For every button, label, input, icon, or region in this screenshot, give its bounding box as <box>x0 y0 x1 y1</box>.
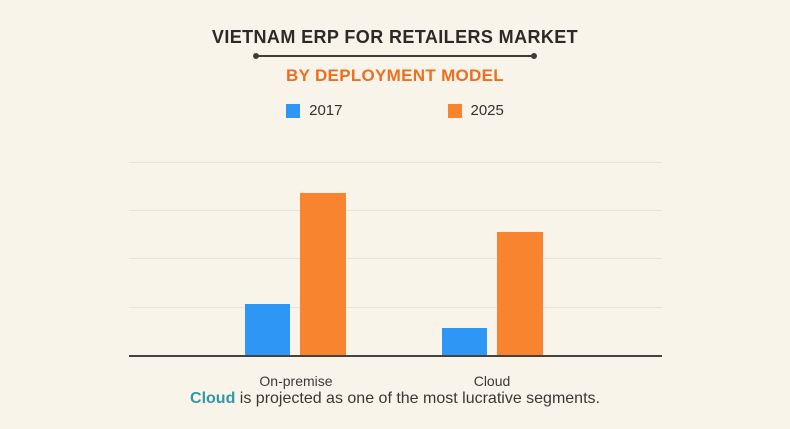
title-divider <box>253 53 537 59</box>
bar-group-cloud <box>442 232 543 355</box>
legend-label-2017: 2017 <box>309 102 343 119</box>
bar-cloud-2025 <box>497 232 543 355</box>
legend-swatch-2017-icon <box>286 103 301 118</box>
gridline <box>129 307 662 308</box>
caption-highlight: Cloud <box>190 390 236 407</box>
legend: 2017 2025 <box>0 102 790 119</box>
bar-on-premise-2025 <box>300 193 346 355</box>
legend-label-2025: 2025 <box>470 102 504 119</box>
legend-item-2017: 2017 <box>286 102 343 119</box>
chart-subtitle: BY DEPLOYMENT MODEL <box>286 66 504 85</box>
legend-item-2025: 2025 <box>447 102 504 119</box>
divider-dot-right <box>531 53 537 59</box>
caption-text: is projected as one of the most lucrativ… <box>235 390 600 407</box>
chart-caption: Cloud is projected as one of the most lu… <box>0 390 790 408</box>
category-label-cloud: Cloud <box>473 373 511 389</box>
divider-dot-left <box>253 53 259 59</box>
x-axis-line <box>129 355 662 357</box>
legend-swatch-2025-icon <box>447 103 462 118</box>
chart-title: VIETNAM ERP FOR RETAILERS MARKET <box>211 27 579 47</box>
bar-group-on-premise <box>245 193 346 355</box>
plot-area: On-premise Cloud <box>129 162 662 389</box>
gridline <box>129 258 662 259</box>
bar-cloud-2017 <box>442 328 487 355</box>
bar-on-premise-2017 <box>245 304 290 355</box>
gridline <box>129 162 662 163</box>
gridline <box>129 210 662 211</box>
category-label-on-premise: On-premise <box>259 373 333 389</box>
